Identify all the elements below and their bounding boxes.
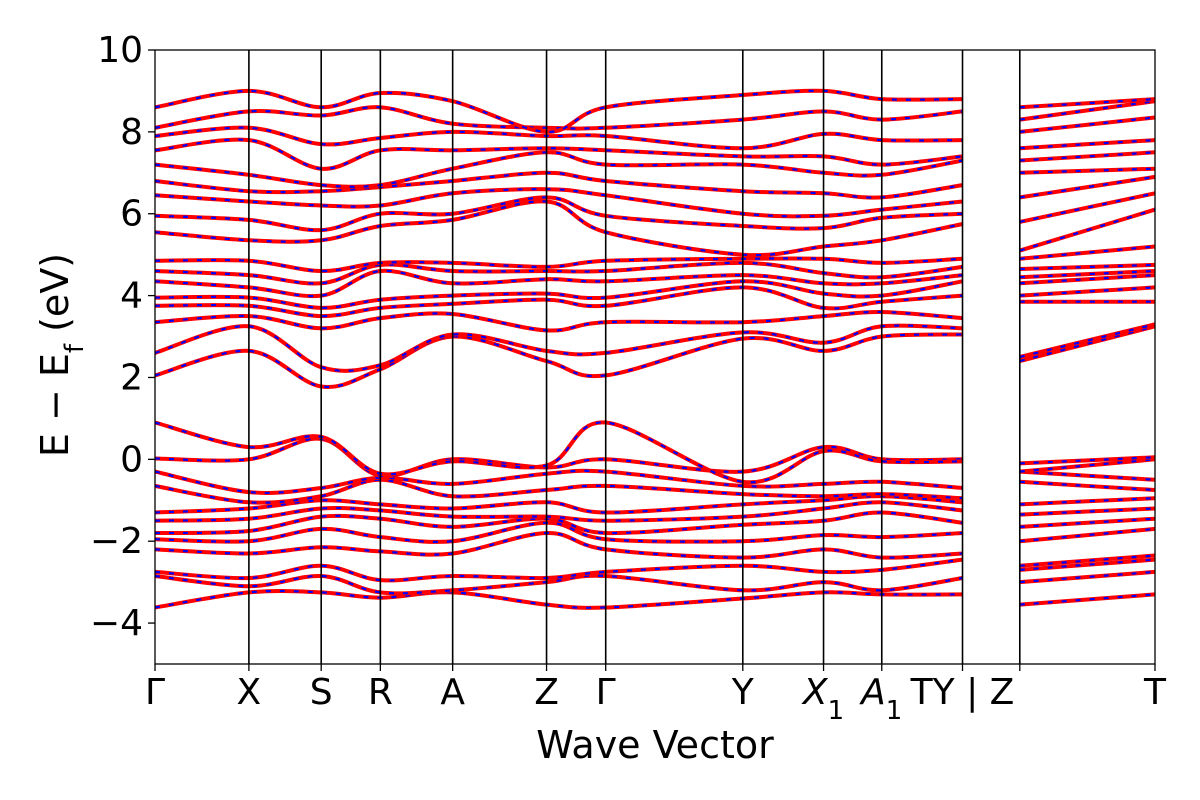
y-tick-label-3: 2 <box>120 357 143 398</box>
band-14-seg-0-spin-up <box>154 309 963 333</box>
x-tick-label-0: Γ <box>145 672 165 713</box>
band-20-seg-0-spin-down <box>154 200 963 257</box>
band-24-seg-0-spin-down <box>154 151 963 188</box>
y-tick-label-4: 4 <box>120 276 143 317</box>
x-tick-label-6: Γ <box>596 672 616 713</box>
y-tick-label-0: −4 <box>90 603 143 644</box>
band-2-seg-0-spin-down <box>154 558 963 582</box>
band-27-seg-1-spin-down <box>1019 100 1156 121</box>
band-1-seg-1-spin-up <box>1019 569 1156 585</box>
x-tick-label-9: A1 <box>859 672 902 726</box>
band-8-seg-1-spin-up <box>1019 479 1156 492</box>
band-16-seg-0-spin-down <box>154 280 963 310</box>
x-tick-label-5: Z <box>534 672 559 713</box>
x-tick-label-8: X1 <box>801 672 844 726</box>
band-18-seg-1-spin-up <box>1019 262 1156 271</box>
band-13-seg-1-spin-up <box>1019 322 1156 359</box>
y-axis-label-main: E − E <box>33 353 77 457</box>
band-24-seg-1-spin-up <box>1019 150 1156 163</box>
x-tick-label-4: A <box>440 672 465 713</box>
band-28-seg-1-spin-up <box>1019 97 1156 110</box>
band-19-seg-1-spin-up <box>1019 244 1156 261</box>
bands-layer <box>154 88 1156 610</box>
band-16-seg-1-spin-up <box>1019 273 1156 286</box>
y-tick-label-1: −2 <box>90 521 143 562</box>
y-axis-label-unit: (eV) <box>33 253 77 344</box>
x-tick-label-3: R <box>368 672 393 713</box>
band-22-seg-1-spin-down <box>1019 175 1156 199</box>
band-17-seg-1-spin-up <box>1019 269 1156 280</box>
band-8-seg-0-spin-down <box>154 478 963 504</box>
y-tick-label-7: 10 <box>97 30 143 71</box>
x-tick-label-1: X <box>237 672 262 713</box>
band-4-seg-1-spin-up <box>1019 526 1156 544</box>
y-axis-ticks: −4 −2 0 2 4 6 8 10 <box>90 30 155 644</box>
band-5-seg-1-spin-up <box>1019 516 1156 529</box>
band-13-seg-1-spin-down <box>1019 323 1156 359</box>
y-axis-label: E − Ef (eV) <box>33 253 90 457</box>
band-15-seg-1-spin-up <box>1019 285 1156 298</box>
band-0-seg-1-spin-up <box>1019 592 1156 607</box>
band-6-seg-1-spin-up <box>1019 506 1156 517</box>
band-11-seg-1-spin-up <box>1019 455 1156 466</box>
band-3-seg-1-spin-up <box>1019 553 1156 568</box>
band-0-seg-0-spin-down <box>154 589 963 609</box>
band-27-seg-0-spin-up <box>154 105 963 131</box>
y-axis-label-sub: f <box>60 343 90 353</box>
band-23-seg-1-spin-up <box>1019 166 1156 175</box>
band-11-seg-0-spin-up <box>154 420 963 485</box>
y-tick-label-5: 6 <box>120 194 143 235</box>
plot-frame <box>154 49 1156 665</box>
x-tick-label-12: T <box>1143 672 1167 713</box>
band-26-seg-1-spin-up <box>1019 115 1156 134</box>
y-tick-label-6: 8 <box>120 112 143 153</box>
x-tick-label-7: Y <box>731 672 755 713</box>
x-axis-label: Wave Vector <box>536 723 774 767</box>
k-point-lines <box>248 50 1021 664</box>
y-tick-label-2: 0 <box>120 439 143 480</box>
band-7-seg-1-spin-up <box>1019 496 1156 507</box>
band-10-seg-1-spin-up <box>1019 457 1156 474</box>
band-20-seg-0-spin-up <box>154 199 963 258</box>
band-21-seg-1-spin-down <box>1019 192 1156 223</box>
band-12-seg-0-spin-down <box>154 333 963 389</box>
x-tick-label-2: S <box>310 672 333 713</box>
band-20-seg-1-spin-down <box>1019 208 1156 252</box>
band-12-seg-1-spin-down <box>1019 325 1156 363</box>
band-25-seg-1-spin-up <box>1019 138 1156 151</box>
x-tick-label-10: TY | Z <box>910 672 1015 713</box>
band-12-seg-1-spin-up <box>1019 324 1156 364</box>
band-2-seg-1-spin-up <box>1019 557 1156 572</box>
